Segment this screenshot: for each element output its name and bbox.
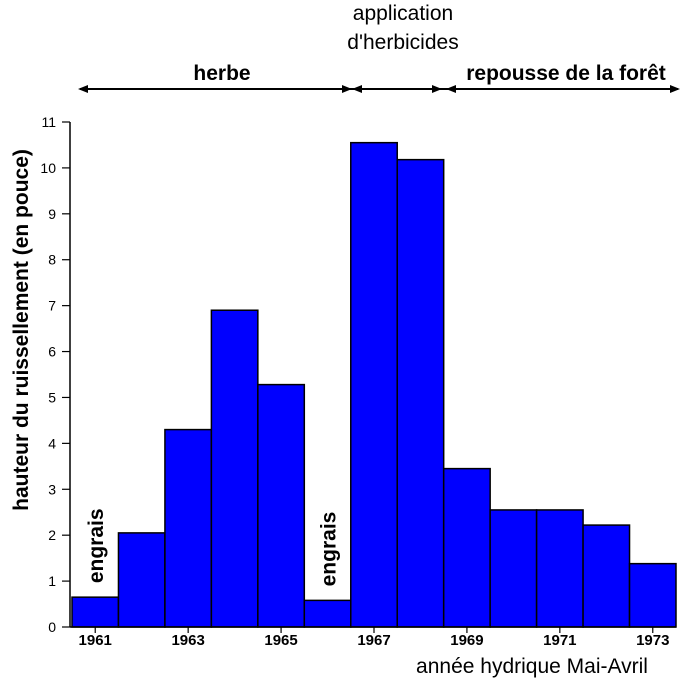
y-tick-label: 8 — [48, 252, 56, 268]
bar-1973 — [628, 562, 677, 628]
annotation-engrais: engrais — [318, 512, 341, 587]
bar-1961 — [71, 596, 120, 628]
annotation-engrais: engrais — [85, 508, 108, 583]
x-tick-label: 1971 — [543, 632, 576, 649]
x-tick-label: 1963 — [171, 632, 204, 649]
y-tick-label: 9 — [48, 206, 56, 222]
y-tick-label: 2 — [48, 527, 56, 543]
y-tick-label: 3 — [48, 481, 56, 497]
y-tick-label: 6 — [48, 344, 56, 360]
period-label-herbe: herbe — [193, 62, 250, 85]
bars — [71, 141, 677, 628]
y-tick-label: 10 — [40, 160, 56, 176]
bar-1964 — [210, 309, 259, 628]
y-axis-label: hauteur du ruissellement (en pouce) — [10, 149, 33, 511]
x-axis-label: année hydrique Mai-Avril — [416, 655, 648, 678]
y-tick-label: 7 — [48, 298, 56, 314]
y-tick-label: 11 — [41, 114, 56, 130]
bar-1971 — [535, 509, 584, 628]
bar-1968 — [396, 158, 445, 628]
bar-1962 — [117, 532, 166, 628]
bar-1970 — [489, 509, 538, 628]
bar-1966 — [303, 599, 352, 628]
period-arrow-herbe — [78, 85, 352, 93]
x-ticks: 1961 1963 1965 1967 1969 1971 1973 — [79, 627, 669, 649]
x-tick-label: 1969 — [450, 632, 483, 649]
y-tick-label: 1 — [48, 573, 56, 589]
bar-1972 — [582, 524, 631, 628]
period-arrow-repousse — [444, 85, 680, 93]
x-tick-label: 1967 — [357, 632, 390, 649]
x-tick-label: 1973 — [636, 632, 669, 649]
annotations: engrais engrais — [85, 508, 340, 586]
period-label-herbicide-line1: application — [353, 2, 453, 25]
y-tick-label: 0 — [48, 619, 56, 635]
bar-1967 — [350, 141, 398, 628]
x-tick-label: 1961 — [79, 632, 112, 649]
period-annotations: herbe application d'herbicides repousse … — [78, 2, 680, 93]
y-tick-label: 5 — [48, 389, 56, 405]
bar-1969 — [442, 467, 491, 628]
bar-1963 — [164, 428, 213, 628]
period-arrow-herbicide — [350, 85, 444, 93]
period-label-repousse: repousse de la forêt — [466, 62, 666, 85]
y-tick-label: 4 — [48, 435, 56, 451]
x-tick-label: 1965 — [264, 632, 297, 649]
y-ticks: 0 1 2 3 4 5 6 7 8 9 10 11 — [40, 114, 70, 635]
bar-1965 — [257, 383, 306, 628]
period-label-herbicide-line2: d'herbicides — [347, 31, 458, 54]
